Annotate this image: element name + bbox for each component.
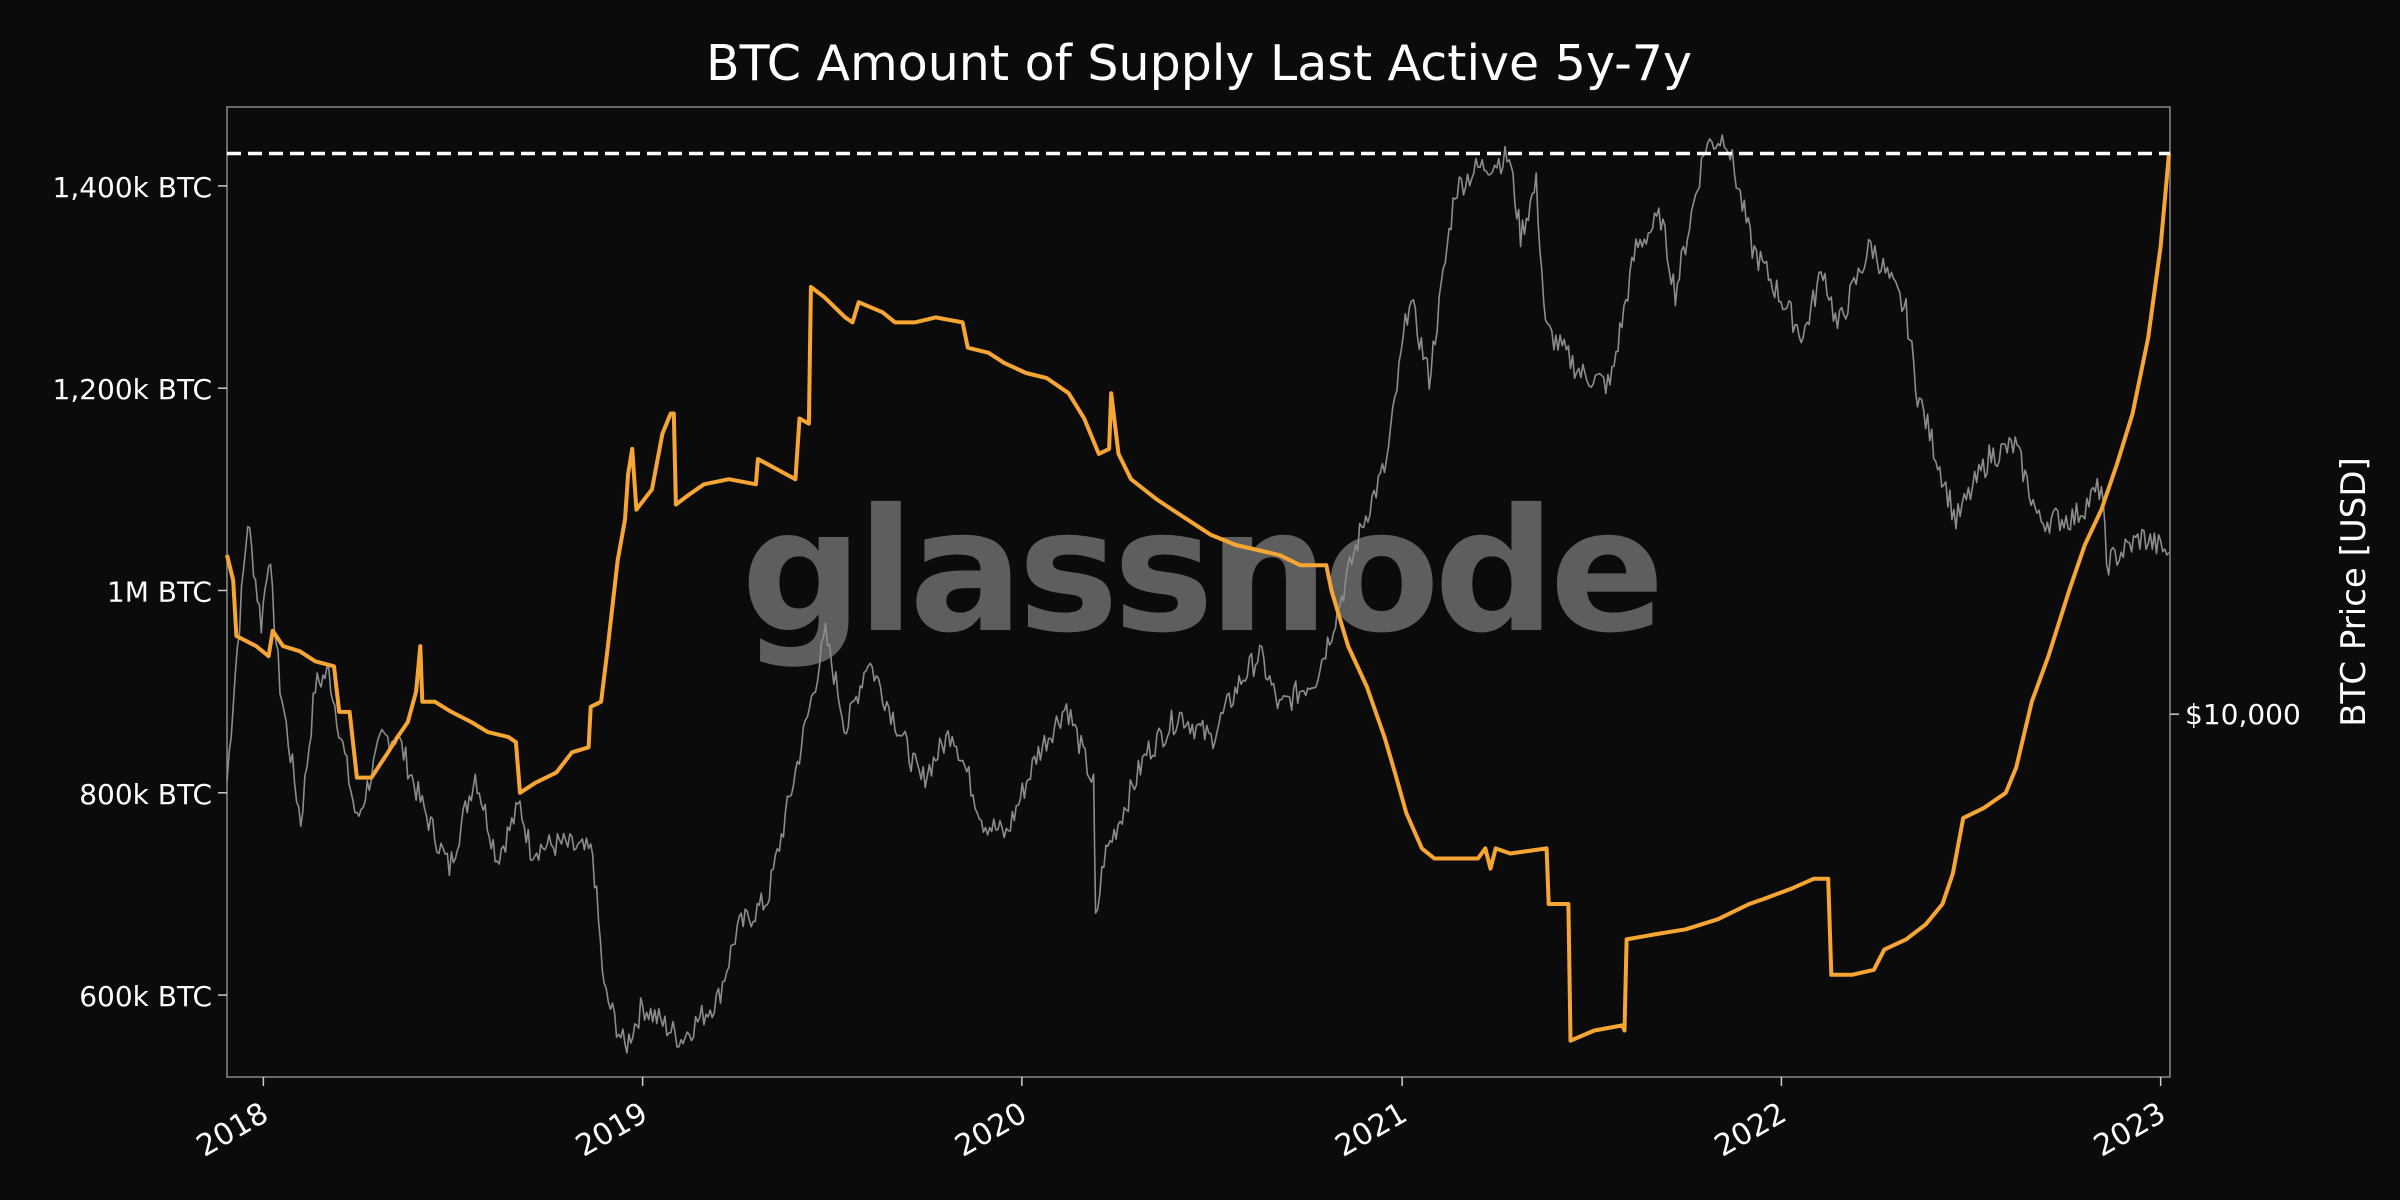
supply-series [225, 153, 2171, 1043]
y-left-tick-label: 1,200k BTC [53, 373, 213, 406]
y-right-tick-label: $10,000 [2185, 698, 2301, 731]
chart-title: BTC Amount of Supply Last Active 5y-7y [706, 35, 1692, 92]
y-left-tick-label: 1,400k BTC [53, 171, 213, 204]
supply-line [225, 153, 2171, 1043]
y-left-tick-label: 800k BTC [79, 778, 212, 811]
price-series [226, 134, 2170, 1054]
plot-area [226, 106, 2171, 1078]
y-left-axis: 600k BTC 800k BTC 1M BTC 1,200k BTC 1,400k B… [53, 171, 227, 1013]
y-right-axis: $10,000 [2170, 698, 2301, 731]
watermark: glassnode [741, 473, 1659, 671]
y-left-tick-label: 600k BTC [79, 980, 212, 1013]
y-right-axis-label: BTC Price [USD] [2334, 457, 2374, 727]
price-line [226, 134, 2170, 1054]
y-left-tick-label: 1M BTC [107, 575, 212, 608]
